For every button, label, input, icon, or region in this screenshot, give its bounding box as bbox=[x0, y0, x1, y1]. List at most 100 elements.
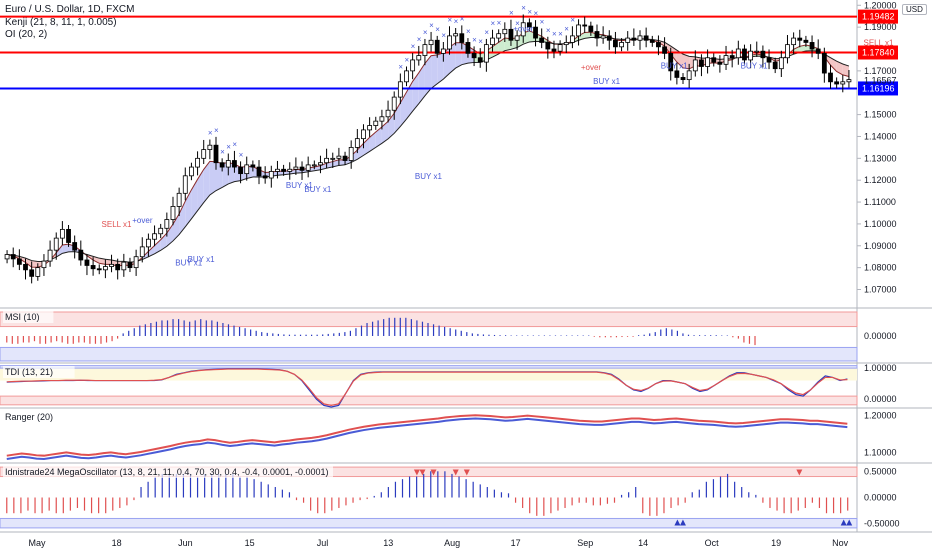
candle-body bbox=[287, 168, 293, 172]
candle-body bbox=[656, 42, 661, 48]
candle-body bbox=[397, 81, 403, 98]
candle-body bbox=[471, 52, 477, 59]
candle-body bbox=[772, 61, 778, 70]
ribbon-segment bbox=[412, 72, 419, 112]
candle-body bbox=[465, 42, 471, 54]
mega-tick-label: -0.50000 bbox=[864, 519, 900, 529]
candle-body bbox=[803, 39, 809, 43]
candle-body bbox=[778, 57, 784, 70]
candle-body bbox=[600, 35, 606, 39]
candle-body bbox=[176, 192, 182, 207]
candle-body bbox=[29, 269, 35, 277]
candle-body bbox=[342, 155, 348, 161]
time-tick-label: 15 bbox=[245, 538, 255, 548]
symbol-title[interactable]: Euro / U.S. Dollar, 1D, FXCM bbox=[5, 4, 135, 15]
candle-body bbox=[404, 70, 409, 83]
overbought-marker: × bbox=[429, 21, 434, 30]
mega-upper-band bbox=[0, 466, 858, 478]
candle-body bbox=[275, 168, 280, 172]
ribbon-segment bbox=[504, 37, 511, 51]
level-price-tag bbox=[858, 45, 898, 60]
signal-annotation: BUY x1 bbox=[593, 77, 621, 86]
indicator-oi-label[interactable]: OI (20, 2) bbox=[5, 29, 48, 40]
candle-body bbox=[453, 33, 459, 37]
overbought-marker: × bbox=[239, 150, 244, 159]
candle-body bbox=[158, 227, 164, 235]
candle-body bbox=[576, 24, 581, 37]
buy-triangle bbox=[679, 519, 686, 526]
candle-body bbox=[797, 37, 803, 41]
ribbon-segment bbox=[154, 239, 161, 254]
overbought-marker: × bbox=[460, 14, 465, 23]
tdi-lower-band bbox=[0, 395, 858, 406]
candle-body bbox=[262, 175, 268, 179]
candle-body bbox=[477, 57, 483, 63]
candle-body bbox=[152, 233, 157, 240]
candle-body bbox=[16, 258, 22, 265]
time-tick-label: 13 bbox=[383, 538, 393, 548]
candle-body bbox=[735, 48, 741, 59]
candle-body bbox=[354, 138, 360, 148]
price-tick-label: 1.11000 bbox=[864, 197, 896, 207]
ribbon-segment bbox=[222, 162, 229, 188]
ribbon-segment bbox=[431, 54, 438, 89]
indicator-kenji-label[interactable]: Kenji (21, 8, 11, 1, 0.005) bbox=[5, 17, 117, 28]
overbought-marker: × bbox=[552, 30, 557, 39]
level-price-tag bbox=[858, 81, 898, 96]
overbought-marker: × bbox=[515, 19, 520, 28]
signal-annotation: BUY x1 bbox=[741, 62, 769, 71]
overbought-marker: × bbox=[441, 31, 446, 40]
candle-body bbox=[619, 42, 624, 48]
candle-body bbox=[459, 33, 465, 43]
currency-badge[interactable]: USD bbox=[902, 4, 927, 15]
ribbon-segment bbox=[99, 258, 106, 265]
signal-annotation: +over bbox=[132, 216, 153, 225]
price-axis[interactable]: 1.20000 1.19000 1.17000 1.15000 1.14000 1.130… bbox=[857, 0, 900, 529]
time-tick-label: Jul bbox=[317, 538, 329, 548]
price-tick-label: 1.15000 bbox=[864, 110, 897, 120]
price-pane[interactable]: × ××× ×××××××× ××× × ××× ××× ×××× × ××× × ×××SELL x… bbox=[0, 3, 894, 284]
candle-body bbox=[90, 265, 96, 270]
price-tick-label: 1.13000 bbox=[864, 153, 897, 163]
overbought-marker: × bbox=[226, 143, 231, 152]
ribbon-segment bbox=[209, 161, 216, 195]
time-tick-label: Nov bbox=[832, 538, 849, 548]
overbought-marker: × bbox=[404, 55, 409, 64]
level-price-label: 1.16196 bbox=[862, 83, 895, 93]
pane-title: Idnistrade24 MegaOscillator (13, 8, 21, … bbox=[5, 467, 329, 477]
time-axis[interactable]: May 18 Jun 15 Jul 13 Aug 17 Sep 14 Oct 19 Nov bbox=[28, 538, 848, 548]
signal-annotation: +over bbox=[581, 63, 602, 72]
candle-body bbox=[330, 157, 336, 160]
ribbon-segment bbox=[216, 161, 223, 191]
candle-body bbox=[361, 129, 366, 140]
candle-body bbox=[121, 261, 127, 271]
pane-label-bg bbox=[3, 311, 54, 323]
time-tick-label: Aug bbox=[444, 538, 460, 548]
candle-body bbox=[72, 242, 78, 251]
candle-body bbox=[613, 39, 618, 48]
candle-body bbox=[4, 254, 10, 260]
candle-body bbox=[238, 166, 243, 175]
candle-body bbox=[686, 70, 692, 81]
candle-body bbox=[754, 50, 760, 53]
candle-body bbox=[256, 166, 262, 177]
ribbon-segment bbox=[842, 63, 849, 77]
candle-body bbox=[834, 81, 840, 85]
signal-annotation: BUY x1 bbox=[188, 255, 216, 264]
last-price-label: 1.16567 bbox=[864, 75, 897, 85]
price-tick-label: 1.14000 bbox=[864, 131, 897, 141]
candle-body bbox=[514, 35, 520, 41]
overbought-marker: × bbox=[546, 26, 551, 35]
sell-triangle bbox=[430, 469, 437, 476]
candle-body bbox=[422, 44, 428, 56]
ribbon-segment bbox=[166, 224, 173, 247]
candle-body bbox=[207, 144, 213, 150]
buy-triangle bbox=[840, 519, 847, 526]
ranger-tick-label: 1.10000 bbox=[864, 448, 897, 458]
ranger-tick-label: 1.20000 bbox=[864, 411, 897, 421]
candle-body bbox=[440, 48, 446, 54]
overbought-marker: × bbox=[534, 9, 539, 18]
overbought-marker: × bbox=[417, 35, 422, 44]
candle-body bbox=[299, 166, 305, 171]
overbought-marker: × bbox=[491, 19, 496, 28]
